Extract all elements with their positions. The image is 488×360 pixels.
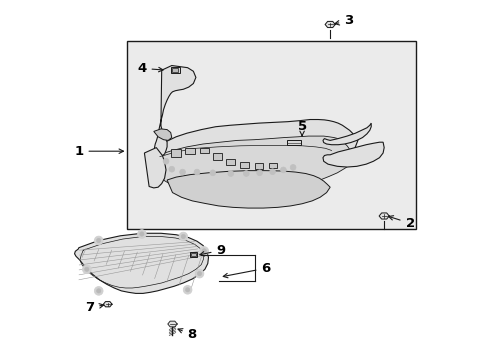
- Circle shape: [94, 236, 103, 245]
- Circle shape: [179, 232, 187, 241]
- Polygon shape: [167, 171, 329, 208]
- Bar: [254, 163, 263, 169]
- Polygon shape: [144, 148, 166, 188]
- Bar: [172, 68, 178, 72]
- Bar: [225, 159, 234, 165]
- Circle shape: [269, 169, 275, 175]
- Circle shape: [140, 232, 144, 236]
- Circle shape: [256, 170, 262, 176]
- Bar: [191, 253, 195, 256]
- Polygon shape: [75, 233, 208, 293]
- Bar: [189, 252, 197, 257]
- Circle shape: [181, 234, 185, 239]
- Bar: [184, 148, 194, 154]
- Circle shape: [96, 238, 101, 243]
- Text: 6: 6: [223, 262, 270, 278]
- Circle shape: [185, 288, 189, 292]
- Circle shape: [280, 167, 285, 173]
- Bar: [127, 41, 415, 229]
- Text: 4: 4: [137, 62, 163, 75]
- Circle shape: [194, 169, 200, 175]
- Text: 8: 8: [178, 328, 197, 341]
- Circle shape: [197, 271, 201, 276]
- Polygon shape: [154, 66, 196, 156]
- Text: 7: 7: [85, 301, 103, 314]
- Circle shape: [94, 287, 103, 295]
- Circle shape: [200, 247, 208, 255]
- Bar: [171, 67, 179, 73]
- Bar: [240, 162, 248, 168]
- Text: 1: 1: [74, 145, 123, 158]
- Circle shape: [243, 171, 249, 176]
- Bar: [199, 148, 208, 153]
- Circle shape: [209, 170, 215, 176]
- Bar: [171, 149, 181, 157]
- Polygon shape: [103, 302, 112, 307]
- Text: 9: 9: [200, 244, 225, 257]
- Polygon shape: [322, 123, 370, 145]
- Text: 3: 3: [334, 14, 353, 27]
- Circle shape: [179, 169, 185, 175]
- Circle shape: [96, 289, 101, 293]
- Circle shape: [168, 166, 174, 172]
- Circle shape: [183, 285, 192, 294]
- Polygon shape: [322, 142, 384, 167]
- Circle shape: [195, 269, 203, 278]
- Polygon shape: [378, 213, 388, 219]
- Circle shape: [289, 165, 295, 170]
- Text: 2: 2: [388, 216, 414, 230]
- Text: 5: 5: [297, 120, 306, 136]
- Circle shape: [202, 249, 206, 253]
- Circle shape: [227, 171, 233, 176]
- Polygon shape: [152, 120, 357, 178]
- Bar: [213, 153, 222, 160]
- Circle shape: [84, 267, 89, 271]
- Bar: [269, 163, 277, 168]
- Circle shape: [137, 230, 146, 238]
- Polygon shape: [153, 129, 171, 140]
- Polygon shape: [152, 136, 357, 192]
- Polygon shape: [325, 22, 335, 27]
- Polygon shape: [167, 321, 177, 327]
- Circle shape: [163, 158, 168, 164]
- Bar: [286, 140, 300, 145]
- Circle shape: [82, 265, 91, 274]
